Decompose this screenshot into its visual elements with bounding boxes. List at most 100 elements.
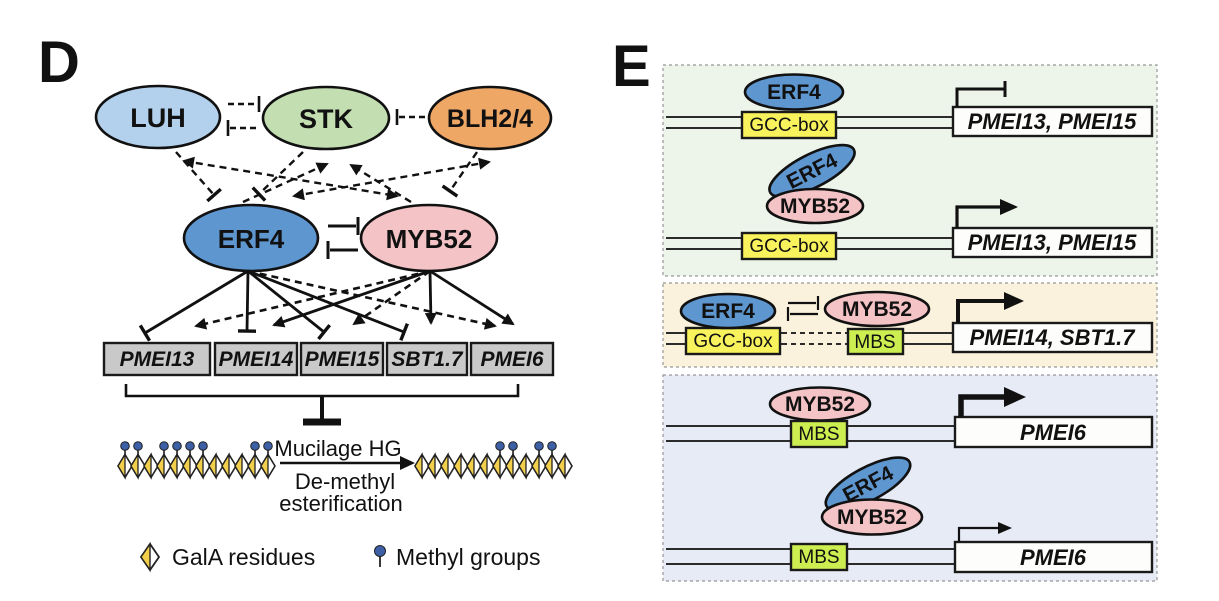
gala-residue-shape: [518, 452, 527, 480]
edge-erf4-inhibits-pmei14: [237, 270, 257, 333]
edge-myb52-activates-pmei14: [272, 269, 431, 328]
section-pmei14-sbt17: GCC-box MBS ERF4 MYB52 PMEI14, SBT1.7: [662, 282, 1158, 368]
tf-to-gene-edges: [138, 269, 515, 342]
erf4-oval: [743, 73, 845, 111]
gene-box-pmei14: [213, 341, 299, 377]
gene-box: [951, 321, 1154, 354]
gala-residue-shape: [479, 452, 488, 480]
gene-box: [951, 226, 1154, 259]
strong-promoter-arrowhead: [1004, 387, 1026, 407]
gala-residue-shape: [427, 452, 436, 480]
methyl-group-dot: [172, 441, 182, 451]
panel-e-label: E: [612, 34, 651, 99]
gala-residue-shape: [505, 452, 514, 480]
hg-chain-demethylated: [414, 441, 573, 480]
blh24-oval: [427, 85, 553, 151]
myb52-label: MYB52: [386, 224, 473, 254]
gala-residue-shape: [195, 452, 204, 480]
node-luh: LUH: [94, 84, 222, 150]
gcc-box-label: GCC-box: [693, 331, 773, 352]
gene-label: PMEI13, PMEI15: [968, 230, 1138, 255]
legend-methyl-label: Methyl groups: [396, 544, 540, 570]
methyl-group-dot: [508, 441, 518, 451]
panel-e: E GCC-box ERF4 PMEI13, PMEI15 ERF4: [612, 34, 1158, 582]
inhibition-blh24-stk: [395, 109, 428, 125]
gala-residue-shape: [260, 452, 269, 480]
gala-residue-shape: [531, 452, 540, 480]
gene-box: [951, 105, 1154, 138]
edge-blh24-inhibits-myb52: [441, 151, 478, 198]
methyl-group-dot: [159, 441, 169, 451]
edge-luh-inhibits-erf4: [175, 151, 222, 203]
erf4-label: ERF4: [218, 224, 285, 254]
gala-diamond-half: [140, 541, 151, 573]
panel-d-label: D: [38, 30, 80, 95]
gala-residue-shape: [557, 452, 566, 480]
gcc-box-label: GCC-box: [749, 236, 829, 257]
bracket: [124, 384, 520, 398]
gene-label-pmei15: PMEI15: [305, 348, 380, 371]
gala-residue-shape: [182, 452, 191, 480]
legend: GalA residues Methyl groups: [139, 541, 540, 573]
active-promoter-arrowhead: [1000, 199, 1018, 215]
edge-erf4-inhibits-pmei15: [247, 269, 332, 341]
hg-reaction: Mucilage HG De-methyl esterification: [117, 436, 573, 516]
node-erf4: ERF4: [182, 203, 320, 273]
gala-residue-shape: [208, 452, 217, 480]
gala-residue-shape: [117, 452, 126, 480]
section-pmei13-pmei15: GCC-box ERF4 PMEI13, PMEI15 ERF4 MYB52 G…: [662, 64, 1158, 277]
myb52-oval: [823, 290, 931, 328]
methyl-group-dot: [534, 441, 544, 451]
erf4-label: ERF4: [701, 300, 755, 323]
methyl-group-dot: [547, 441, 557, 451]
gene-box-row: PMEI13 PMEI14 PMEI15 SBT1.7 PMEI6: [102, 341, 555, 377]
gala-residue-shape: [234, 452, 243, 480]
gene-label-pmei14: PMEI14: [219, 348, 294, 371]
blh24-label: BLH2/4: [447, 105, 533, 133]
active-promoter-arrow: [955, 205, 1000, 228]
gene-label: PMEI14, SBT1.7: [969, 325, 1136, 350]
edge-erf4-inhibits-sbt17: [247, 269, 409, 342]
methyl-group-dot: [250, 441, 260, 451]
mbs-element: [789, 419, 849, 449]
node-blh24: BLH2/4: [427, 85, 553, 151]
reaction-arrow-head: [400, 456, 415, 470]
erf4-oval: [679, 292, 777, 330]
gene-label-pmei6: PMEI6: [480, 348, 543, 371]
repressed-promoter-arrow: [955, 87, 1004, 107]
weak-promoter-arrowhead: [998, 522, 1012, 534]
section3-row1: MYB52 MBS PMEI6: [666, 386, 1154, 449]
gene-box-pmei6: [469, 341, 555, 377]
myb52-label: MYB52: [785, 393, 855, 416]
myb52-label: MYB52: [842, 298, 912, 321]
gala-residue-shape: [492, 452, 501, 480]
edge-myb52-activates-pmei13-indirect: [194, 269, 431, 330]
section1-row2: ERF4 MYB52 GCC-box PMEI13, PMEI15: [666, 143, 1154, 261]
erf4-oval-tilted: [768, 143, 856, 199]
gala-residue-shape: [156, 452, 165, 480]
edge-myb52-activates-sbt17: [424, 270, 437, 325]
gala-residue-shape: [221, 452, 230, 480]
gene-box: [953, 415, 1154, 449]
gala-residue-shape: [440, 452, 449, 480]
mbs-element: [846, 327, 905, 356]
mutual-inhibition-erf4-myb52: [326, 217, 360, 259]
edge-myb52-activates-stk: [349, 163, 412, 204]
myb52-oval: [765, 187, 865, 225]
gene-box-sbt17: [385, 341, 469, 377]
methyl-pin-head: [374, 545, 386, 557]
methyl-group-dot: [185, 441, 195, 451]
gala-residue-shape: [544, 452, 553, 480]
methyl-group-dot: [263, 441, 273, 451]
methyl-group-dot: [133, 441, 143, 451]
gala-residue-shape: [453, 452, 462, 480]
methyl-group-dot: [495, 441, 505, 451]
stk-oval: [261, 85, 391, 151]
mbs-label: MBS: [854, 332, 895, 353]
edge-myb52-activates-pmei6: [429, 269, 515, 326]
panel-d: D LUH: [38, 30, 573, 573]
luh-oval: [94, 84, 222, 150]
mutual-inhibition-luh-stk: [226, 96, 261, 136]
gene-label: PMEI13, PMEI15: [968, 109, 1138, 134]
